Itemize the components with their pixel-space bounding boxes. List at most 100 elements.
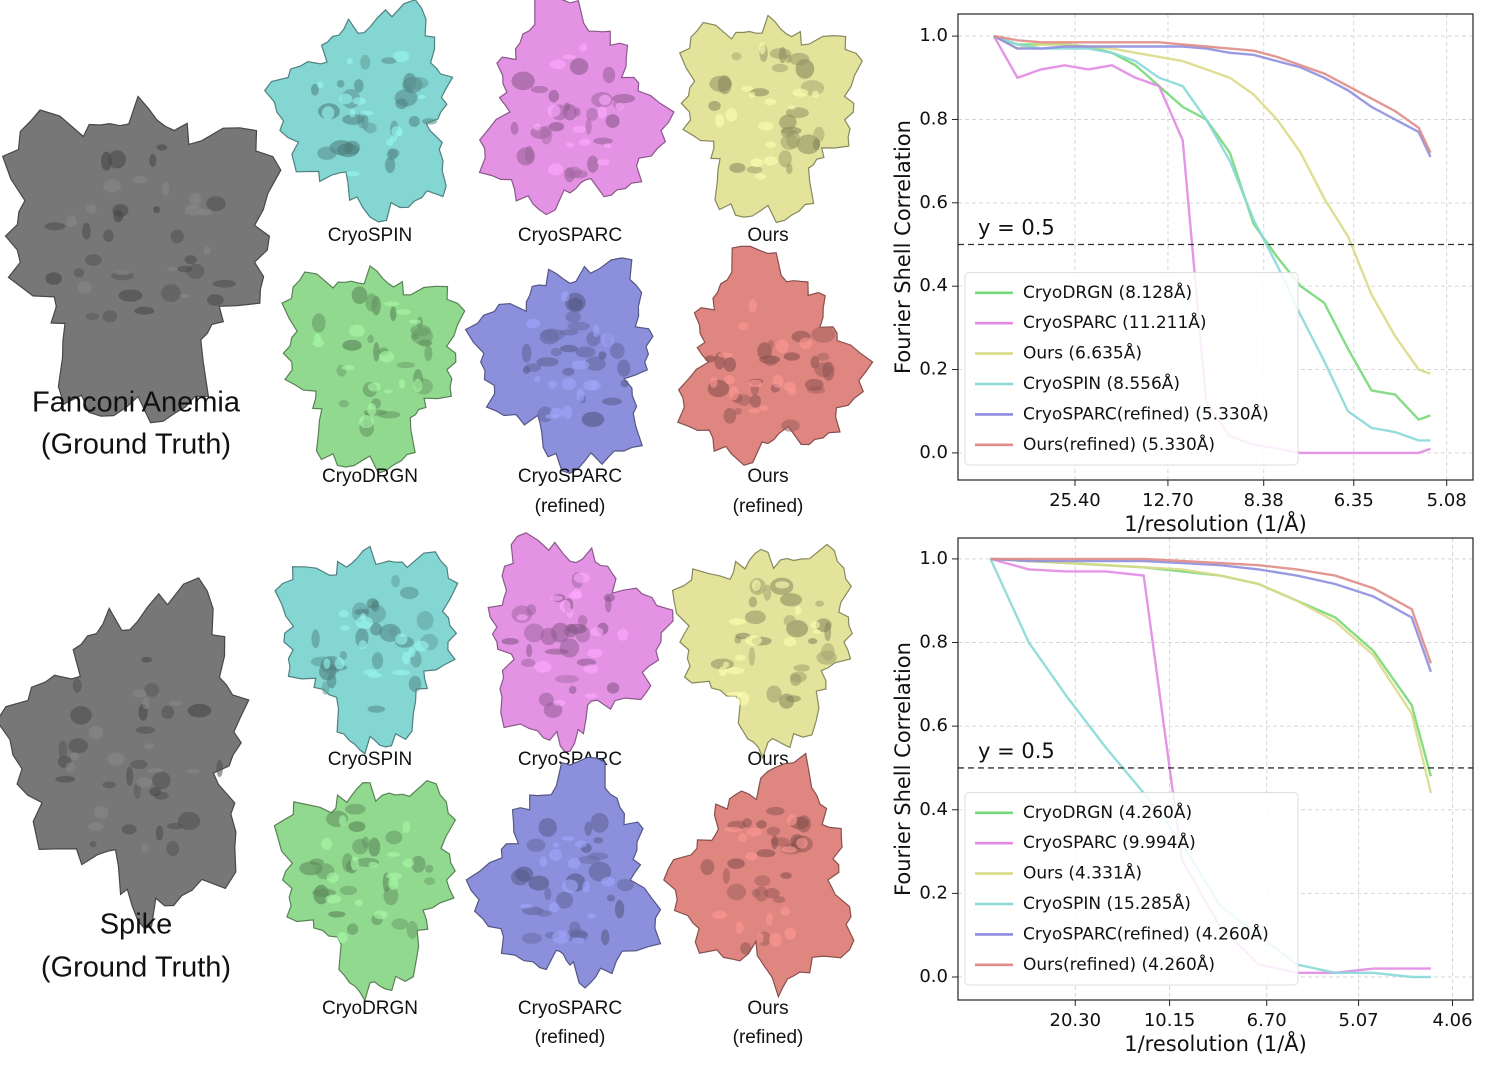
map-highlight [132, 689, 147, 698]
y-tick-label: 0.4 [919, 799, 948, 820]
map-texture [103, 229, 114, 242]
x-tick-label: 4.06 [1432, 1010, 1472, 1031]
map-texture [786, 163, 793, 175]
map-texture [569, 921, 581, 935]
map-highlight [553, 699, 566, 706]
map-texture [336, 79, 345, 88]
map-texture [385, 830, 403, 845]
map-label: (refined) [535, 496, 606, 517]
map-highlight [334, 657, 345, 670]
map-highlight [341, 365, 355, 371]
map-texture [309, 858, 324, 866]
ground-truth-label: Spike [100, 909, 173, 941]
legend-label: Ours(refined) (5.330Å) [1023, 433, 1215, 455]
map-label: Ours [747, 749, 788, 770]
map-texture [601, 397, 622, 406]
map-highlight [746, 827, 762, 837]
map-highlight [321, 106, 335, 120]
map-highlight [534, 660, 552, 673]
map-surface [464, 257, 654, 475]
map-highlight [754, 173, 766, 180]
map-surface [465, 756, 662, 989]
density-map [273, 780, 457, 1002]
map-texture [391, 574, 400, 588]
map-highlight [574, 840, 587, 848]
map-texture [593, 137, 613, 145]
map-texture [559, 329, 579, 336]
map-texture [600, 929, 610, 946]
map-texture [588, 861, 612, 882]
map-texture [73, 268, 85, 278]
map-highlight [550, 595, 563, 601]
map-highlight [189, 192, 202, 206]
map-highlight [748, 91, 756, 98]
map-highlight [552, 842, 560, 848]
map-texture [816, 650, 837, 665]
map-texture [135, 726, 155, 734]
map-texture [538, 818, 557, 838]
map-highlight [360, 612, 367, 622]
map-highlight [409, 319, 421, 324]
map-surface [678, 14, 864, 224]
map-texture [544, 887, 552, 901]
map-highlight [561, 836, 575, 841]
map-highlight [70, 752, 80, 761]
map-texture [727, 858, 745, 869]
map-texture [736, 394, 752, 406]
map-texture [536, 909, 552, 917]
map-surface [273, 780, 457, 1002]
map-texture [568, 297, 584, 311]
map-highlight [615, 102, 625, 111]
map-texture [424, 345, 433, 362]
map-texture [541, 328, 565, 342]
map-texture [544, 648, 569, 655]
map-texture [207, 294, 224, 306]
map-highlight [386, 138, 394, 147]
map-highlight [568, 591, 583, 600]
map-label: CryoSPARC [518, 225, 622, 246]
map-texture [610, 342, 625, 359]
map-texture [551, 622, 570, 643]
map-texture [381, 57, 397, 65]
map-highlight [383, 301, 400, 307]
density-map [281, 265, 466, 475]
y-tick-label: 1.0 [919, 548, 948, 569]
map-highlight [526, 318, 541, 329]
map-texture [780, 593, 802, 607]
map-texture [153, 791, 169, 800]
map-highlight [323, 658, 331, 669]
map-texture [766, 806, 785, 816]
map-texture [565, 311, 582, 323]
map-highlight [383, 389, 393, 394]
density-map [663, 752, 855, 999]
map-texture [102, 310, 118, 323]
map-texture [729, 162, 746, 173]
map-highlight [597, 106, 608, 119]
map-texture [723, 408, 737, 424]
map-texture [783, 352, 800, 361]
map-texture [387, 148, 400, 158]
map-highlight [385, 872, 403, 880]
map-texture [746, 166, 763, 174]
map-highlight [758, 121, 774, 131]
map-texture [370, 622, 383, 636]
map-label: (refined) [733, 1027, 804, 1048]
map-texture [70, 706, 92, 725]
map-texture [575, 346, 596, 358]
map-texture [134, 306, 155, 315]
map-highlight [350, 856, 359, 871]
map-texture [606, 894, 615, 902]
map-texture [586, 107, 599, 121]
map-texture [771, 835, 778, 850]
map-texture [206, 196, 226, 212]
map-texture [708, 100, 721, 112]
map-texture [121, 824, 137, 835]
map-highlight [757, 932, 764, 944]
map-texture [587, 155, 599, 173]
map-highlight [336, 932, 348, 944]
map-highlight [718, 666, 728, 677]
map-highlight [393, 50, 410, 63]
map-texture [788, 52, 810, 66]
map-texture [585, 118, 592, 135]
map-highlight [812, 629, 821, 634]
